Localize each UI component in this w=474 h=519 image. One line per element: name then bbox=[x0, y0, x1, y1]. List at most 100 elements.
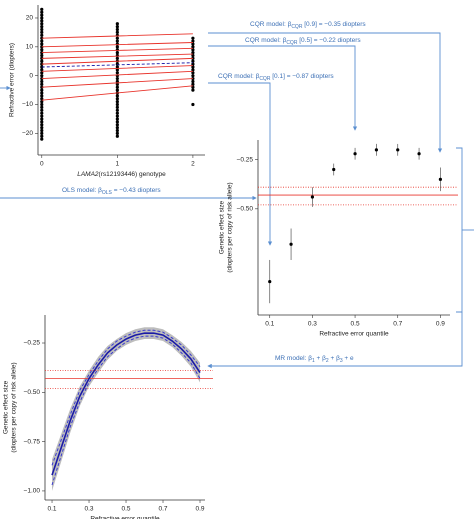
annotation-text: [0.9] = −0.35 diopters bbox=[302, 21, 366, 28]
data-point bbox=[40, 68, 44, 72]
data-point bbox=[115, 68, 119, 72]
data-point bbox=[115, 125, 119, 130]
data-point bbox=[40, 36, 44, 40]
data-point bbox=[115, 97, 119, 101]
data-point bbox=[115, 123, 119, 127]
data-point bbox=[191, 79, 195, 84]
data-point bbox=[191, 85, 195, 89]
x-tick-label: 0.1 bbox=[265, 321, 274, 328]
data-point bbox=[40, 22, 44, 26]
x-axis-label: LAMA2(rs12193446) genotype bbox=[77, 171, 166, 178]
data-point bbox=[40, 134, 44, 138]
data-point bbox=[40, 7, 44, 11]
data-point bbox=[115, 36, 119, 40]
data-point bbox=[191, 53, 195, 58]
y-axis-label: Genetic effect size bbox=[3, 380, 10, 434]
y-tick-label: −0.75 bbox=[24, 438, 41, 445]
data-point bbox=[191, 39, 195, 43]
data-point bbox=[40, 42, 44, 46]
data-point bbox=[191, 45, 195, 49]
data-point bbox=[191, 50, 195, 55]
data-point bbox=[40, 65, 44, 69]
data-point bbox=[40, 131, 44, 135]
regression-line bbox=[41, 70, 193, 80]
estimate-point bbox=[417, 152, 421, 156]
data-point bbox=[40, 128, 44, 133]
y-tick-label: −20 bbox=[22, 130, 33, 137]
data-point bbox=[115, 100, 119, 104]
data-point bbox=[40, 30, 44, 35]
data-point bbox=[115, 30, 119, 35]
regression-line bbox=[41, 47, 193, 54]
data-point bbox=[40, 120, 44, 124]
data-point bbox=[191, 62, 195, 66]
data-point bbox=[191, 48, 195, 52]
data-point bbox=[115, 82, 119, 86]
annotation: OLS model: βOLS = −0.43 diopters bbox=[62, 187, 161, 197]
data-point bbox=[191, 59, 195, 63]
connector-cqr-05 bbox=[208, 45, 358, 131]
data-point bbox=[115, 105, 119, 110]
annotation-subscript: CQR bbox=[291, 24, 303, 30]
estimate-point bbox=[268, 279, 272, 284]
data-point bbox=[40, 45, 44, 49]
estimate-point bbox=[374, 148, 378, 152]
data-point bbox=[40, 33, 44, 37]
data-point bbox=[40, 102, 44, 107]
data-point bbox=[40, 85, 44, 89]
data-point bbox=[115, 108, 119, 112]
x-tick-label: 0.7 bbox=[393, 321, 402, 328]
data-point bbox=[115, 102, 119, 107]
data-point bbox=[40, 53, 44, 58]
data-point bbox=[40, 62, 44, 66]
y-tick-label: 10 bbox=[26, 44, 34, 51]
y-tick-label: −0.50 bbox=[237, 206, 254, 213]
data-point bbox=[191, 68, 195, 72]
x-tick-label: 1 bbox=[116, 161, 120, 168]
data-point bbox=[115, 94, 119, 98]
data-point bbox=[115, 27, 119, 32]
data-point bbox=[40, 91, 44, 95]
data-point bbox=[115, 85, 119, 89]
data-point bbox=[40, 50, 44, 55]
data-point bbox=[40, 111, 44, 115]
estimate-point bbox=[289, 242, 293, 246]
x-tick-label: 0.9 bbox=[436, 321, 445, 328]
data-point bbox=[191, 88, 195, 92]
annotation-text: CQR model: β bbox=[218, 73, 260, 80]
x-tick-label: 0 bbox=[40, 161, 44, 168]
panel: 20 10 0 −10 −20 0 1 2 LAMA2(rs12193446) genotype… bbox=[9, 5, 205, 178]
annotation-subscript: CQR bbox=[259, 76, 271, 82]
data-point bbox=[40, 25, 44, 29]
data-point bbox=[40, 56, 44, 60]
x-tick-label: 0.9 bbox=[195, 506, 204, 513]
data-point bbox=[40, 71, 44, 75]
y-tick-label: −0.50 bbox=[24, 389, 41, 396]
bracket bbox=[456, 147, 463, 313]
annotation-subscript: OLS bbox=[102, 190, 113, 196]
y-tick-label: 20 bbox=[26, 15, 34, 22]
estimate-point bbox=[310, 195, 314, 199]
data-point bbox=[40, 74, 44, 78]
annotation: CQR model: βCQR [0.9] = −0.35 diopters bbox=[250, 21, 366, 31]
data-point bbox=[115, 117, 119, 121]
data-point bbox=[40, 48, 44, 52]
data-point bbox=[115, 120, 119, 124]
annotation: CQR model: βCQR [0.5] = −0.22 diopters bbox=[245, 37, 361, 47]
data-point bbox=[191, 71, 195, 75]
data-point bbox=[191, 36, 195, 40]
data-point bbox=[40, 88, 44, 92]
x-tick-label: 0.5 bbox=[121, 506, 130, 513]
annotation-text: CQR model: β bbox=[250, 21, 292, 28]
data-point bbox=[40, 39, 44, 43]
x-tick-label: 0.5 bbox=[351, 321, 360, 328]
x-axis-label-part: LAMA2 bbox=[77, 171, 99, 178]
data-point bbox=[191, 74, 195, 78]
connector-mr bbox=[207, 312, 463, 369]
data-point bbox=[115, 22, 119, 26]
regression-line bbox=[41, 85, 193, 101]
annotation-subscript: CQR bbox=[286, 40, 298, 46]
y-tick-label: −1.00 bbox=[24, 488, 41, 495]
annotation-subscript: 3 bbox=[340, 358, 343, 364]
